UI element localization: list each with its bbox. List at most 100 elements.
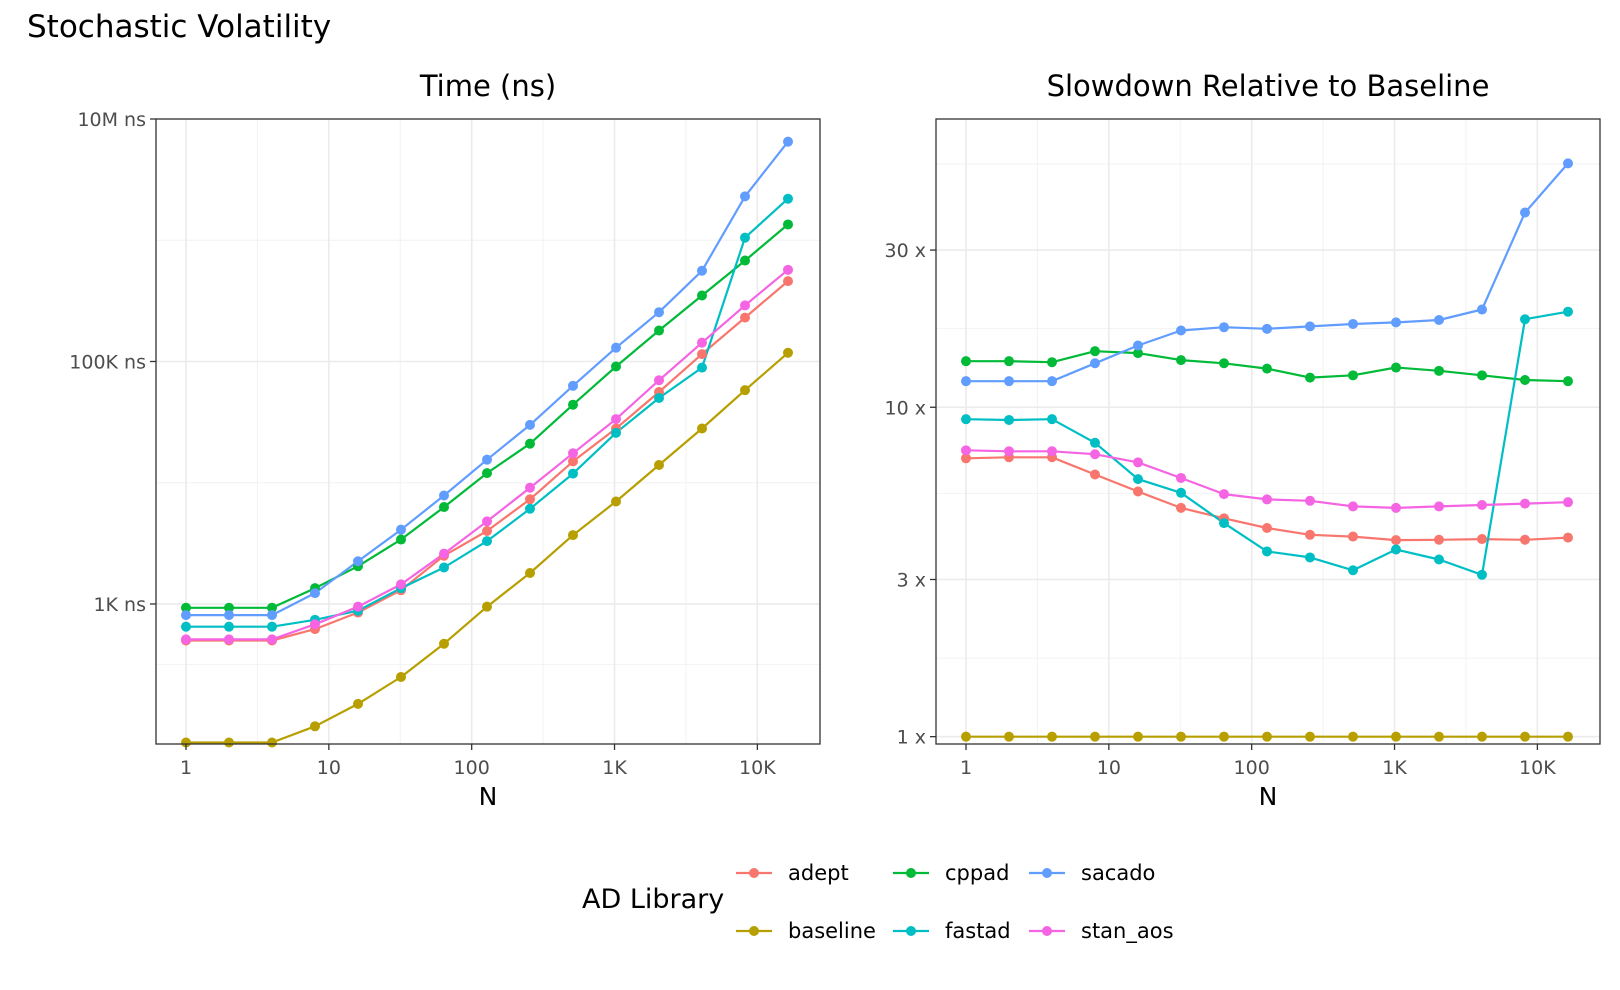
y-tick-label: 3 x bbox=[897, 569, 926, 591]
point-sacado bbox=[1563, 158, 1573, 169]
x-tick-label: 10 bbox=[1097, 757, 1121, 779]
point-sacado bbox=[740, 191, 750, 202]
point-stan_aos bbox=[697, 337, 707, 348]
point-baseline bbox=[783, 347, 793, 358]
point-cppad bbox=[568, 399, 578, 410]
point-cppad bbox=[1176, 355, 1186, 366]
point-baseline bbox=[353, 698, 363, 709]
point-stan_aos bbox=[310, 619, 320, 630]
point-stan_aos bbox=[353, 601, 363, 612]
point-baseline bbox=[1090, 731, 1100, 742]
point-baseline bbox=[482, 601, 492, 612]
x-tick-label: 100 bbox=[454, 757, 490, 779]
point-baseline bbox=[439, 638, 449, 649]
point-sacado bbox=[1047, 376, 1057, 387]
point-cppad bbox=[1391, 362, 1401, 373]
point-sacado bbox=[783, 136, 793, 147]
point-stan_aos bbox=[1563, 497, 1573, 508]
point-adept bbox=[961, 453, 971, 464]
point-cppad bbox=[654, 325, 664, 336]
point-stan_aos bbox=[740, 300, 750, 311]
legend-key-point bbox=[906, 926, 916, 936]
plot-background bbox=[156, 119, 820, 744]
point-cppad bbox=[1133, 348, 1143, 359]
point-cppad bbox=[1348, 370, 1358, 381]
point-sacado bbox=[1133, 340, 1143, 351]
point-cppad bbox=[1434, 365, 1444, 376]
legend-item-stan_aos: stan_aos bbox=[1029, 919, 1174, 944]
point-stan_aos bbox=[783, 264, 793, 275]
y-tick-label: 10 x bbox=[885, 397, 926, 419]
point-sacado bbox=[267, 610, 277, 621]
x-tick-label: 10 bbox=[317, 757, 341, 779]
point-cppad bbox=[1520, 374, 1530, 385]
point-cppad bbox=[224, 602, 234, 613]
x-tick-label: 1 bbox=[180, 757, 192, 779]
point-sacado bbox=[439, 490, 449, 501]
x-tick-label: 100 bbox=[1234, 757, 1270, 779]
legend-label: sacado bbox=[1081, 861, 1155, 885]
point-fastad bbox=[1305, 552, 1315, 563]
point-fastad bbox=[267, 621, 277, 632]
point-fastad bbox=[568, 468, 578, 479]
point-stan_aos bbox=[1520, 498, 1530, 509]
point-stan_aos bbox=[1348, 501, 1358, 512]
point-fastad bbox=[1434, 554, 1444, 565]
point-fastad bbox=[1391, 544, 1401, 555]
point-fastad bbox=[1219, 518, 1229, 529]
point-cppad bbox=[1004, 356, 1014, 367]
legend-key-point bbox=[906, 868, 916, 878]
point-baseline bbox=[1348, 731, 1358, 742]
legend-label: cppad bbox=[945, 861, 1009, 885]
point-sacado bbox=[1477, 304, 1487, 315]
point-baseline bbox=[1219, 731, 1229, 742]
point-baseline bbox=[310, 721, 320, 732]
point-fastad bbox=[1004, 414, 1014, 425]
point-baseline bbox=[568, 530, 578, 541]
legend-key-point bbox=[1042, 926, 1052, 936]
point-fastad bbox=[1520, 314, 1530, 325]
point-stan_aos bbox=[1176, 472, 1186, 483]
y-tick-label: 1K ns bbox=[93, 594, 146, 616]
point-stan_aos bbox=[525, 482, 535, 493]
point-cppad bbox=[697, 290, 707, 301]
point-stan_aos bbox=[961, 445, 971, 456]
point-sacado bbox=[181, 610, 191, 621]
x-axis-title: N bbox=[1259, 782, 1278, 811]
point-adept bbox=[482, 525, 492, 536]
legend-item-adept: adept bbox=[736, 861, 849, 885]
point-fastad bbox=[1090, 437, 1100, 448]
point-baseline bbox=[1391, 731, 1401, 742]
panel-slowdown: 1 10 100 1K 10K 1 x 3 x 10 x 30 x Slowdown Relati… bbox=[885, 69, 1601, 811]
point-sacado bbox=[1219, 322, 1229, 333]
legend-label: fastad bbox=[945, 919, 1011, 943]
point-fastad bbox=[1477, 569, 1487, 580]
point-baseline bbox=[654, 460, 664, 471]
point-sacado bbox=[1391, 317, 1401, 328]
point-cppad bbox=[1090, 346, 1100, 357]
point-fastad bbox=[654, 392, 664, 403]
legend-label: stan_aos bbox=[1081, 919, 1174, 944]
point-sacado bbox=[224, 610, 234, 621]
legend-label: adept bbox=[788, 861, 849, 885]
x-tick-label: 10K bbox=[739, 757, 776, 779]
figure-title: Stochastic Volatility bbox=[27, 9, 331, 45]
point-stan_aos bbox=[1305, 495, 1315, 506]
point-stan_aos bbox=[396, 579, 406, 590]
x-tick-label: 1K bbox=[602, 757, 627, 779]
point-baseline bbox=[525, 568, 535, 579]
y-tick-label: 30 x bbox=[885, 240, 926, 262]
legend-item-fastad: fastad bbox=[893, 919, 1011, 943]
point-stan_aos bbox=[1090, 449, 1100, 460]
x-tick-label: 10K bbox=[1519, 757, 1556, 779]
point-cppad bbox=[1477, 370, 1487, 381]
point-stan_aos bbox=[1434, 501, 1444, 512]
point-fastad bbox=[224, 621, 234, 632]
point-adept bbox=[525, 494, 535, 505]
point-stan_aos bbox=[1047, 446, 1057, 457]
point-fastad bbox=[1133, 474, 1143, 485]
point-baseline bbox=[1563, 731, 1573, 742]
point-cppad bbox=[181, 602, 191, 613]
point-stan_aos bbox=[1391, 502, 1401, 513]
